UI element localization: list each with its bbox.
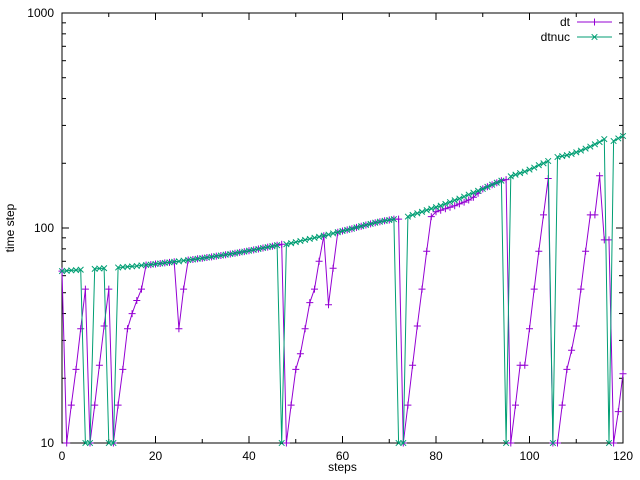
legend-label-dt: dt bbox=[560, 15, 571, 29]
x-tick-label: 0 bbox=[59, 449, 66, 463]
y-tick-label: 10 bbox=[41, 436, 55, 450]
x-tick-label: 20 bbox=[149, 449, 163, 463]
legend-marker-dt bbox=[591, 18, 598, 26]
legend-label-dtnuc: dtnuc bbox=[541, 30, 570, 44]
x-tick-label: 120 bbox=[613, 449, 633, 463]
x-axis-label: steps bbox=[328, 460, 357, 474]
legend-marker-dtnuc bbox=[591, 33, 598, 41]
x-tick-label: 60 bbox=[336, 449, 350, 463]
y-tick-label: 1000 bbox=[27, 6, 54, 20]
series-dtnuc bbox=[58, 132, 627, 447]
legend-item-dt: dt bbox=[560, 15, 612, 29]
legend-item-dtnuc: dtnuc bbox=[541, 30, 612, 44]
x-tick-label: 100 bbox=[519, 449, 539, 463]
x-tick-label: 40 bbox=[242, 449, 256, 463]
y-tick-label: 100 bbox=[34, 221, 54, 235]
plot-border bbox=[61, 12, 624, 444]
x-tick-label: 80 bbox=[429, 449, 443, 463]
series-markers-dtnuc bbox=[58, 132, 627, 447]
y-axis-label: time step bbox=[3, 203, 17, 252]
